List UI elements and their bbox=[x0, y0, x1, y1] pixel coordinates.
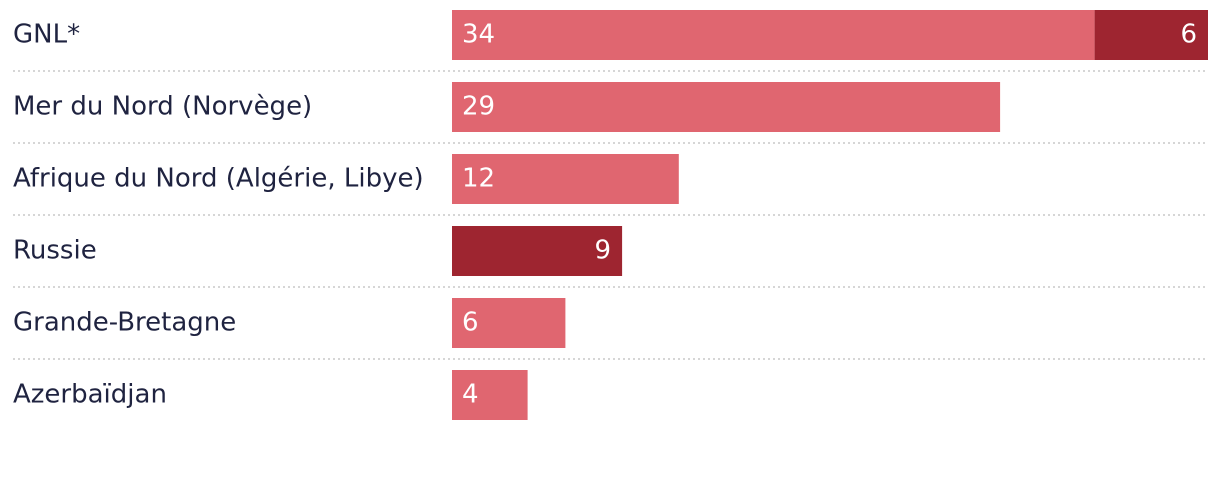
bar-segment bbox=[1094, 10, 1208, 60]
data-label: 34 bbox=[462, 20, 495, 50]
category-label: Grande-Bretagne bbox=[13, 308, 236, 338]
data-label: 6 bbox=[462, 308, 479, 338]
bar-segment bbox=[452, 298, 566, 348]
bar-segment bbox=[452, 226, 623, 276]
category-label: GNL* bbox=[13, 20, 80, 50]
chart-rows: GNL* 34 6 Mer du Nord (Norvège) 29 Afrique du… bbox=[13, 10, 1208, 420]
bar-segment bbox=[452, 10, 1095, 60]
data-label: 29 bbox=[462, 92, 495, 122]
data-label: 4 bbox=[462, 380, 479, 410]
bar-segment bbox=[452, 370, 528, 420]
category-label: Afrique du Nord (Algérie, Libye) bbox=[13, 164, 424, 194]
bar-segment bbox=[452, 82, 1001, 132]
category-label: Russie bbox=[13, 236, 97, 266]
category-label: Azerbaïdjan bbox=[13, 380, 167, 410]
bar-segment bbox=[452, 154, 679, 204]
category-label: Mer du Nord (Norvège) bbox=[13, 92, 312, 122]
data-label: 12 bbox=[462, 164, 495, 194]
data-label: 9 bbox=[595, 236, 612, 266]
data-label: 6 bbox=[1180, 20, 1197, 50]
